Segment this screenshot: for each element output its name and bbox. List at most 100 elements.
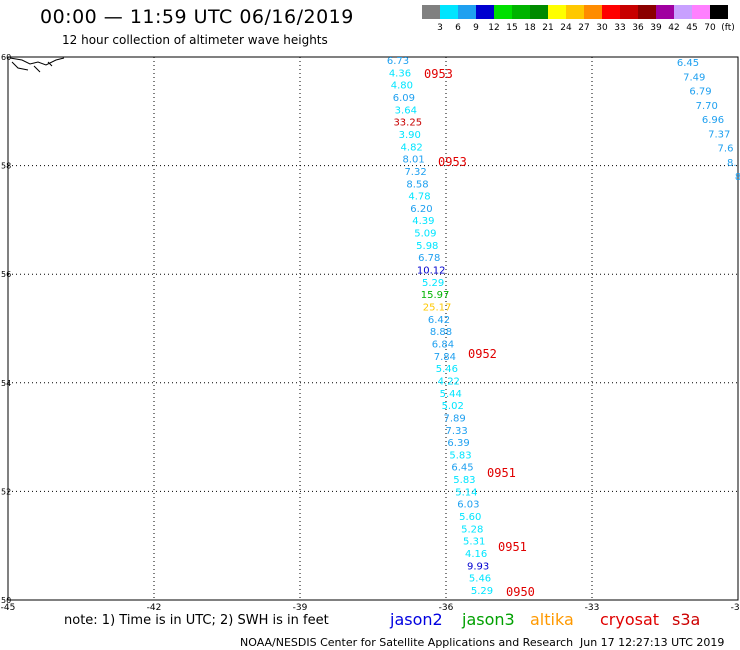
time-mark: 0951 <box>498 540 527 554</box>
swh-value: 5.83 <box>453 475 475 486</box>
satellite-label: altika <box>530 610 574 629</box>
swh-value: 6.42 <box>428 315 450 326</box>
legend-swatch <box>692 5 710 19</box>
lat-tick-label: 52 <box>1 487 11 496</box>
swh-value: 4.39 <box>412 216 434 227</box>
swh-value: 3.64 <box>395 105 417 116</box>
swh-value: 4.16 <box>465 549 487 560</box>
legend-swatch <box>674 5 692 19</box>
swh-value: 4.36 <box>389 68 411 79</box>
swh-value: 8.01 <box>402 155 424 166</box>
swh-value: 5.60 <box>459 512 481 523</box>
swh-value: 8 <box>735 172 740 183</box>
generated-timestamp: Jun 17 12:27:13 UTC 2019 <box>580 636 725 649</box>
legend-label: 12 <box>488 23 500 33</box>
swh-value: 7.37 <box>708 129 730 140</box>
legend-label: 3 <box>437 23 443 33</box>
lon-tick-label: -33 <box>585 603 600 613</box>
legend-swatch <box>710 5 728 19</box>
legend-swatch <box>566 5 584 19</box>
legend-label: 6 <box>455 23 461 33</box>
swh-value: 5.29 <box>471 586 493 597</box>
swh-value: 7.70 <box>696 101 718 112</box>
satellite-label: s3a <box>672 610 701 629</box>
swh-value: 8.88 <box>430 327 452 338</box>
legend-swatch <box>440 5 458 19</box>
swh-value: 4.82 <box>401 142 423 153</box>
time-mark: 0953 <box>438 155 467 169</box>
swh-value: 10.12 <box>417 266 446 277</box>
swh-value: 9.93 <box>467 561 489 572</box>
satellite-label: jason3 <box>462 610 515 629</box>
map-title: 00:00 — 11:59 UTC 06/16/2019 <box>40 6 354 28</box>
swh-value: 5.46 <box>469 574 491 585</box>
legend-swatch <box>422 5 440 19</box>
swh-value: 5.44 <box>440 389 462 400</box>
footer-note: note: 1) Time is in UTC; 2) SWH is in fe… <box>64 613 329 628</box>
legend-swatch <box>512 5 530 19</box>
lon-tick-label: -36 <box>439 603 454 613</box>
swh-value: 4.80 <box>391 81 413 92</box>
legend-swatch <box>476 5 494 19</box>
legend-label: 45 <box>686 23 698 33</box>
swh-value: 5.29 <box>422 278 444 289</box>
lat-tick-label: 54 <box>1 379 11 388</box>
legend-label: 36 <box>632 23 644 33</box>
swh-value: 7.89 <box>444 413 466 424</box>
swh-value: 8. <box>727 158 737 169</box>
swh-value: 5.28 <box>461 524 483 535</box>
swh-value: 6.78 <box>418 253 440 264</box>
swh-value: 5.09 <box>414 229 436 240</box>
legend-unit: (ft) <box>721 23 735 33</box>
lat-tick-label: 60 <box>1 53 11 62</box>
legend-swatch <box>530 5 548 19</box>
time-mark: 0951 <box>487 466 516 480</box>
swh-value: 6.03 <box>457 500 479 511</box>
legend-swatch <box>638 5 656 19</box>
swh-value: 5.02 <box>442 401 464 412</box>
swh-value: 6.45 <box>677 58 699 69</box>
time-mark: 0952 <box>468 347 497 361</box>
swh-value: 5.83 <box>449 450 471 461</box>
lon-tick-label: -45 <box>1 603 16 613</box>
coastline <box>9 57 65 73</box>
legend-swatch <box>620 5 638 19</box>
legend-label: 24 <box>560 23 572 33</box>
swh-value: 33.25 <box>393 118 422 129</box>
legend-swatch <box>584 5 602 19</box>
lon-tick-label: -39 <box>293 603 308 613</box>
swh-value: 6.39 <box>447 438 469 449</box>
swh-value: 6.84 <box>432 339 454 350</box>
lat-tick-label: 56 <box>1 270 11 279</box>
map-frame <box>7 56 739 601</box>
swh-value: 5.46 <box>436 364 458 375</box>
legend-label: 27 <box>578 23 590 33</box>
legend-label: 21 <box>542 23 554 33</box>
legend-swatch <box>548 5 566 19</box>
swh-value: 6.45 <box>451 463 473 474</box>
lon-tick-label: -30 <box>731 603 740 613</box>
swh-value: 8.58 <box>406 179 428 190</box>
lon-tick-label: -42 <box>147 603 162 613</box>
swh-value: 7.84 <box>434 352 456 363</box>
legend-label: 15 <box>506 23 518 33</box>
swh-value: 7.6 <box>718 144 734 155</box>
legend-label: 42 <box>668 23 680 33</box>
swh-value: 4.78 <box>408 192 430 203</box>
legend-swatch <box>602 5 620 19</box>
swh-value: 6.73 <box>387 56 409 67</box>
swh-value: 6.09 <box>393 93 415 104</box>
legend-label: 39 <box>650 23 662 33</box>
legend-label: 30 <box>596 23 608 33</box>
legend-label: 9 <box>473 23 479 33</box>
swh-value: 4.22 <box>438 376 460 387</box>
legend-swatch <box>458 5 476 19</box>
satellite-label: jason2 <box>390 610 443 629</box>
time-mark: 0953 <box>424 67 453 81</box>
swh-value: 5.31 <box>463 537 485 548</box>
swh-value: 6.96 <box>702 115 724 126</box>
time-mark: 0950 <box>506 585 535 599</box>
satellite-label: cryosat <box>600 610 660 629</box>
swh-value: 6.20 <box>410 204 432 215</box>
